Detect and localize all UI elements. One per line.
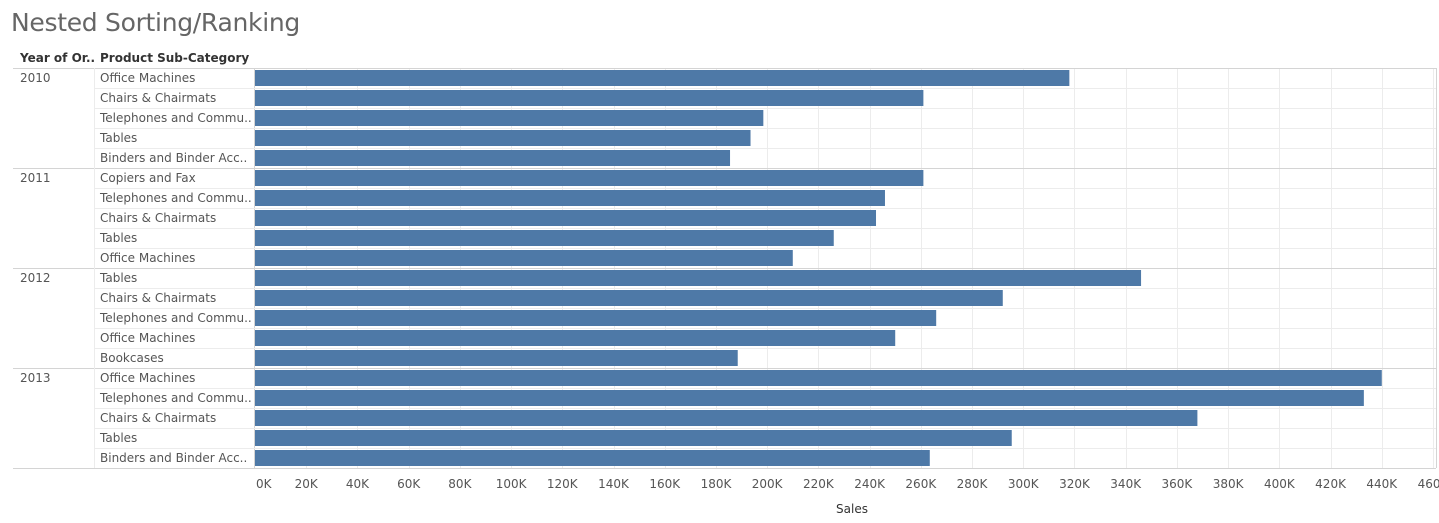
x-tick-label: 340K [1110, 477, 1142, 491]
subcategory-label: Chairs & Chairmats [100, 411, 216, 425]
x-tick-label: 0K [256, 477, 273, 491]
x-tick-label: 40K [346, 477, 370, 491]
x-tick-label: 400K [1264, 477, 1296, 491]
bar-2011-3[interactable] [255, 210, 877, 226]
subcategory-label: Bookcases [100, 351, 164, 365]
bar-2012-2[interactable] [255, 290, 1003, 306]
bar-2010-5[interactable] [255, 150, 731, 166]
subcategory-column-header[interactable]: Product Sub-Category [100, 51, 250, 65]
x-tick-label: 200K [752, 477, 784, 491]
subcategory-label: Chairs & Chairmats [100, 91, 216, 105]
x-tick-label: 280K [957, 477, 989, 491]
x-tick-label: 300K [1008, 477, 1040, 491]
bar-2010-3[interactable] [255, 110, 764, 126]
bar-2011-2[interactable] [255, 190, 885, 206]
bar-2013-2[interactable] [255, 390, 1364, 406]
subcategory-label: Office Machines [100, 71, 195, 85]
subcategory-label: Telephones and Commu.. [99, 311, 252, 325]
x-tick-label: 420K [1315, 477, 1347, 491]
x-tick-label: 80K [448, 477, 472, 491]
bar-2010-1[interactable] [255, 70, 1070, 86]
subcategory-label: Binders and Binder Acc.. [100, 151, 247, 165]
subcategory-label: Tables [99, 231, 137, 245]
page-title: Nested Sorting/Ranking [11, 8, 300, 37]
bar-2013-1[interactable] [255, 370, 1382, 386]
x-tick-label: 20K [295, 477, 319, 491]
year-label: 2012 [20, 271, 51, 285]
x-tick-label: 120K [547, 477, 579, 491]
bar-2011-5[interactable] [255, 250, 793, 266]
x-tick-label: 360K [1162, 477, 1194, 491]
x-tick-label: 160K [649, 477, 681, 491]
x-tick-label: 440K [1366, 477, 1398, 491]
subcategory-label: Telephones and Commu.. [99, 191, 252, 205]
x-tick-label: 240K [854, 477, 886, 491]
x-tick-label: 260K [905, 477, 937, 491]
bar-2012-3[interactable] [255, 310, 937, 326]
bar-2010-2[interactable] [255, 90, 924, 106]
x-tick-label: 460K [1418, 477, 1439, 491]
x-tick-label: 180K [701, 477, 733, 491]
x-tick-label: 100K [496, 477, 528, 491]
year-column-header[interactable]: Year of Or.. [20, 51, 96, 65]
year-label: 2010 [20, 71, 51, 85]
bar-2012-5[interactable] [255, 350, 738, 366]
subcategory-label: Copiers and Fax [100, 171, 196, 185]
bar-2013-3[interactable] [255, 410, 1198, 426]
subcategory-label: Tables [99, 131, 137, 145]
subcategory-label: Binders and Binder Acc.. [100, 451, 247, 465]
bar-2010-4[interactable] [255, 130, 751, 146]
x-tick-label: 320K [1059, 477, 1091, 491]
year-label: 2011 [20, 171, 51, 185]
bar-2011-1[interactable] [255, 170, 924, 186]
x-tick-label: 140K [598, 477, 630, 491]
subcategory-label: Telephones and Commu.. [99, 391, 252, 405]
subcategory-label: Tables [99, 431, 137, 445]
bar-2012-4[interactable] [255, 330, 896, 346]
subcategory-label: Telephones and Commu.. [99, 111, 252, 125]
subcategory-label: Tables [99, 271, 137, 285]
subcategory-label: Office Machines [100, 371, 195, 385]
subcategory-label: Office Machines [100, 331, 195, 345]
x-tick-label: 60K [397, 477, 421, 491]
x-tick-label: 380K [1213, 477, 1245, 491]
subcategory-label: Chairs & Chairmats [100, 211, 216, 225]
x-tick-label: 220K [803, 477, 835, 491]
bar-2011-4[interactable] [255, 230, 834, 246]
bar-2013-5[interactable] [255, 450, 930, 466]
bar-2013-4[interactable] [255, 430, 1012, 446]
subcategory-label: Chairs & Chairmats [100, 291, 216, 305]
x-axis-title: Sales [836, 502, 868, 516]
year-label: 2013 [20, 371, 51, 385]
subcategory-label: Office Machines [100, 251, 195, 265]
bar-2012-1[interactable] [255, 270, 1142, 286]
